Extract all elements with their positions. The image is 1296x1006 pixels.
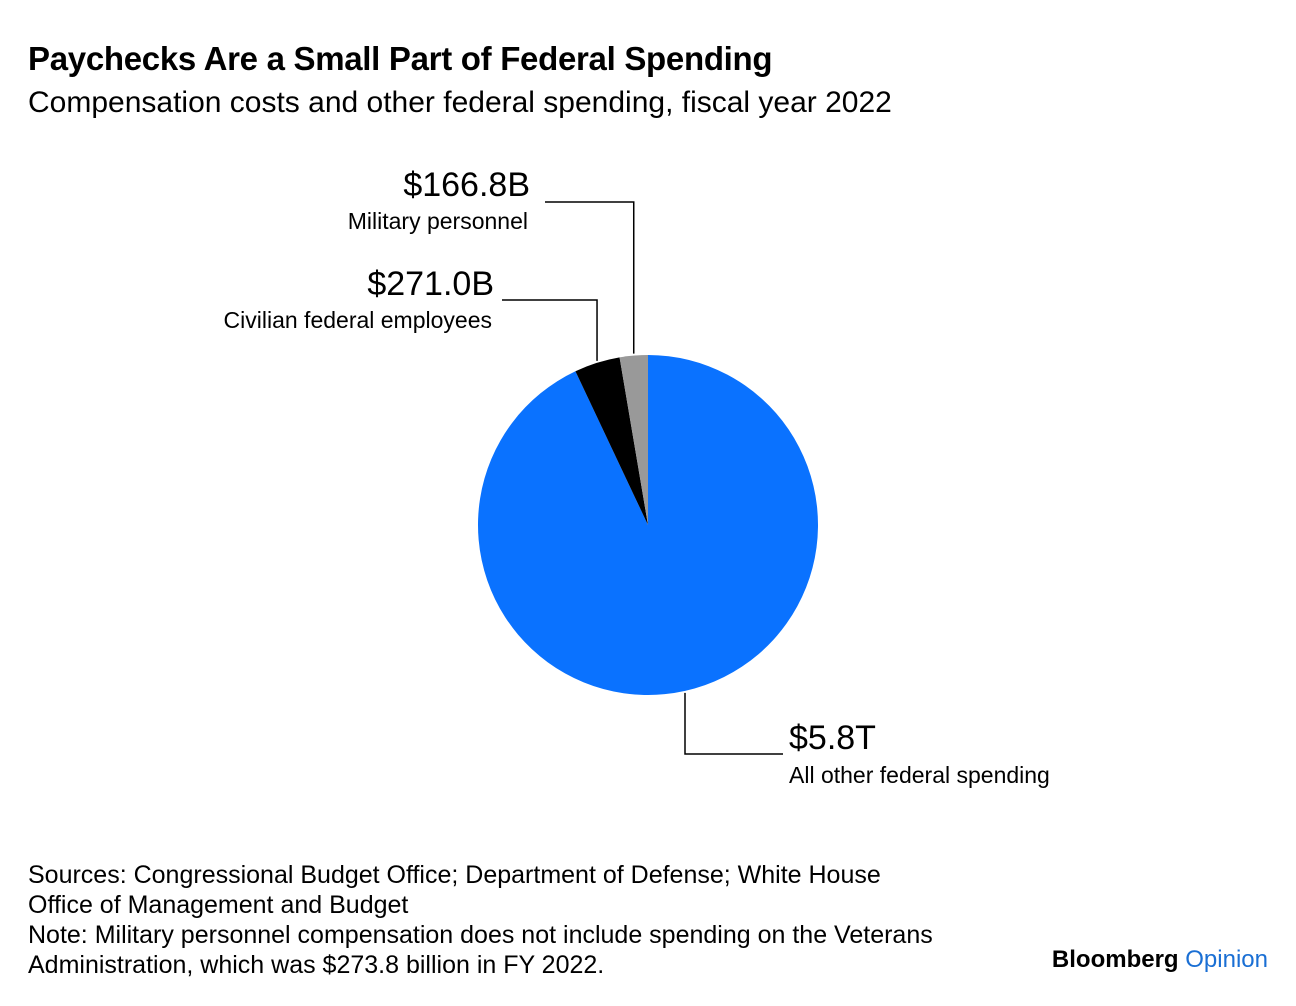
brand-suffix: Opinion bbox=[1185, 946, 1268, 973]
pie-slice-civilian-federal-employees bbox=[575, 357, 648, 525]
pie-slice-all-other-federal-spending bbox=[478, 354, 819, 695]
sources-line-2: Office of Management and Budget bbox=[28, 891, 409, 919]
leader-line-civilian bbox=[502, 299, 598, 361]
sources-note: Sources: Congressional Budget Office; De… bbox=[28, 860, 1038, 980]
label-name-other: All other federal spending bbox=[789, 762, 1050, 788]
brand-name: Bloomberg bbox=[1051, 946, 1179, 973]
label-name-civilian: Civilian federal employees bbox=[224, 307, 492, 333]
leader-line-military bbox=[545, 201, 635, 354]
label-name-military: Military personnel bbox=[348, 208, 528, 234]
sources-line-1: Sources: Congressional Budget Office; De… bbox=[28, 861, 881, 889]
label-value-military: $166.8B bbox=[403, 166, 530, 204]
chart-title: Paychecks Are a Small Part of Federal Sp… bbox=[28, 40, 773, 77]
pie-slice-military-personnel bbox=[619, 355, 648, 525]
pie-chart: $166.8B Military personnel $271.0B Civilian… bbox=[224, 166, 1050, 788]
label-value-civilian: $271.0B bbox=[367, 265, 494, 303]
label-value-other: $5.8T bbox=[789, 719, 876, 757]
note-line-1: Note: Military personnel compensation do… bbox=[28, 921, 933, 949]
leader-line-other bbox=[684, 692, 783, 755]
note-line-2: Administration, which was $273.8 billion… bbox=[28, 951, 605, 979]
bloomberg-opinion-logo: Bloomberg Opinion bbox=[1052, 946, 1268, 974]
chart-subtitle: Compensation costs and other federal spe… bbox=[28, 86, 892, 119]
